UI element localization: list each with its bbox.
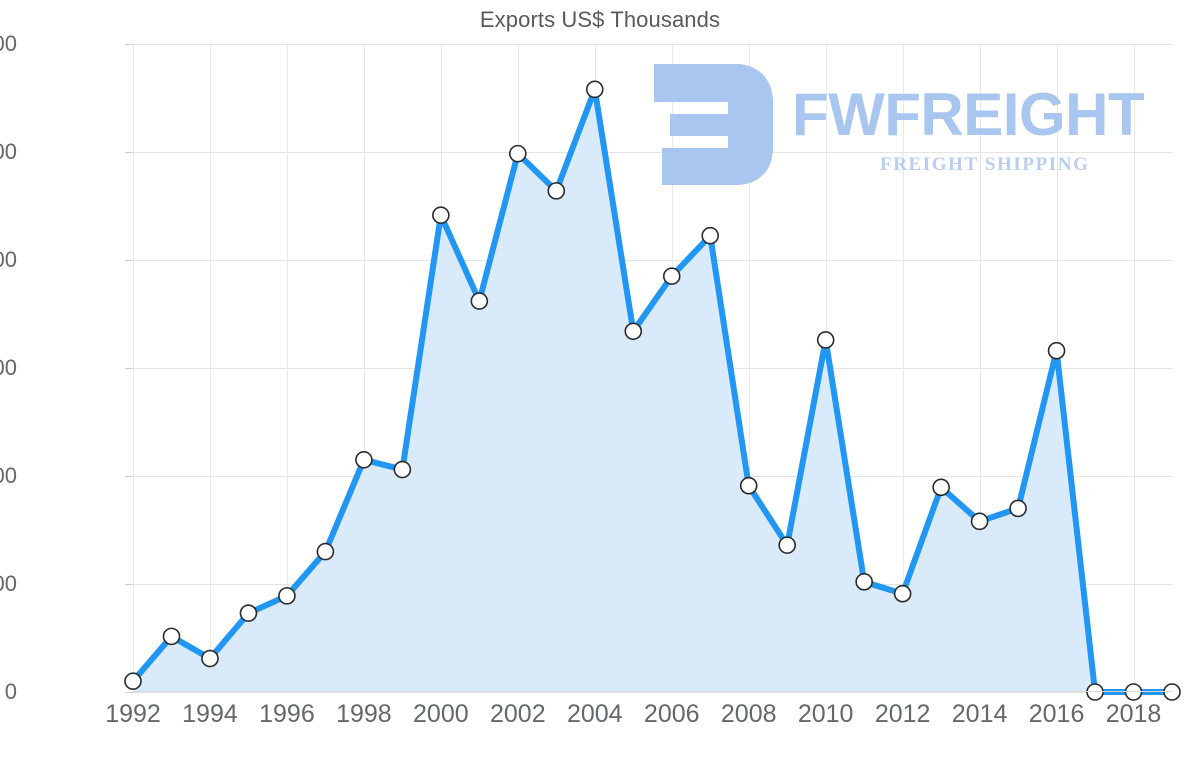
gridline-vertical (902, 44, 904, 692)
gridline-horizontal (133, 152, 1172, 153)
y-axis-tick-mark (125, 692, 133, 693)
data-point-marker[interactable] (893, 584, 912, 603)
data-point-marker[interactable] (1086, 683, 1104, 701)
data-point-marker[interactable] (239, 604, 258, 622)
gridline-vertical (286, 44, 288, 692)
x-axis-tick-label: 2012 (874, 700, 931, 728)
chart-title: Exports US$ Thousands (479, 7, 721, 32)
data-point-marker[interactable] (624, 322, 643, 341)
x-axis-tick-label: 2002 (490, 700, 546, 728)
data-point-marker[interactable] (778, 536, 796, 554)
gridline-vertical (363, 44, 365, 692)
data-point-marker[interactable] (662, 267, 681, 285)
data-point-marker[interactable] (162, 627, 181, 646)
data-point-marker[interactable] (355, 450, 373, 469)
x-axis-tick-label: 2004 (566, 700, 623, 728)
y-axis-tick-mark (125, 152, 133, 153)
series-area-line (124, 80, 1181, 701)
y-axis-tick-label: 1 200 000 (0, 31, 17, 56)
data-point-marker[interactable] (393, 460, 412, 479)
x-axis-tick-label: 2018 (1105, 700, 1162, 728)
gridline-horizontal (133, 260, 1172, 261)
x-axis-tick-label: 2016 (1028, 700, 1085, 728)
data-point-marker[interactable] (1009, 499, 1027, 518)
data-point-marker[interactable] (855, 573, 873, 591)
x-axis-baseline (133, 691, 1172, 692)
plot-area (124, 44, 1181, 701)
gridline-horizontal (133, 44, 1172, 45)
data-point-marker[interactable] (585, 80, 604, 99)
y-axis-tick-mark (125, 476, 133, 477)
x-axis-tick-label: 1994 (182, 700, 238, 728)
y-axis-tick-label: 0 (4, 679, 17, 704)
series-line (130, 86, 1175, 695)
x-axis-tick-label: 1992 (105, 700, 161, 728)
y-axis-tick-label: 200 000 (0, 571, 17, 596)
x-axis-tick-label: 2000 (413, 700, 469, 728)
data-point-marker[interactable] (1163, 683, 1181, 701)
y-axis-tick-mark (125, 584, 133, 585)
data-point-marker[interactable] (970, 512, 989, 531)
data-point-marker[interactable] (547, 182, 566, 200)
x-axis-tick-label: 2006 (643, 700, 700, 728)
gridline-vertical (133, 44, 134, 692)
data-point-marker[interactable] (432, 206, 450, 224)
gridline-vertical (209, 44, 211, 692)
gridline-vertical (748, 44, 750, 692)
y-axis-tick-label: 1 000 000 (0, 139, 17, 164)
data-point-marker[interactable] (316, 542, 335, 561)
x-axis-tick-label: 2010 (797, 700, 854, 728)
x-axis-tick-label: 1998 (336, 700, 392, 728)
y-axis-tick-mark (125, 260, 133, 261)
data-point-marker[interactable] (470, 292, 489, 310)
gridline-vertical (1133, 44, 1135, 692)
data-point-marker[interactable] (509, 144, 527, 163)
y-axis-tick-mark (125, 44, 133, 45)
data-point-marker[interactable] (1124, 683, 1143, 701)
data-point-marker[interactable] (701, 226, 720, 245)
area-fill (133, 89, 1172, 693)
x-axis-tick-label: 2008 (720, 700, 777, 728)
y-axis-tick-label: 400 000 (0, 463, 17, 488)
gridline-vertical (979, 44, 981, 692)
data-point-marker[interactable] (124, 672, 142, 691)
data-point-marker[interactable] (816, 331, 835, 349)
data-point-marker[interactable] (278, 587, 296, 605)
y-axis-tick-label: 800 000 (0, 247, 17, 272)
x-axis-tick-label: 2014 (951, 700, 1008, 728)
data-point-marker[interactable] (1047, 341, 1066, 360)
gridline-horizontal (133, 692, 1172, 693)
x-axis-tick-label: 1996 (259, 700, 315, 728)
data-point-marker[interactable] (201, 649, 219, 668)
y-axis-tick-label: 600 000 (0, 355, 17, 380)
data-point-marker[interactable] (739, 476, 758, 495)
data-point-marker[interactable] (932, 478, 950, 497)
y-axis-tick-mark (125, 368, 133, 369)
